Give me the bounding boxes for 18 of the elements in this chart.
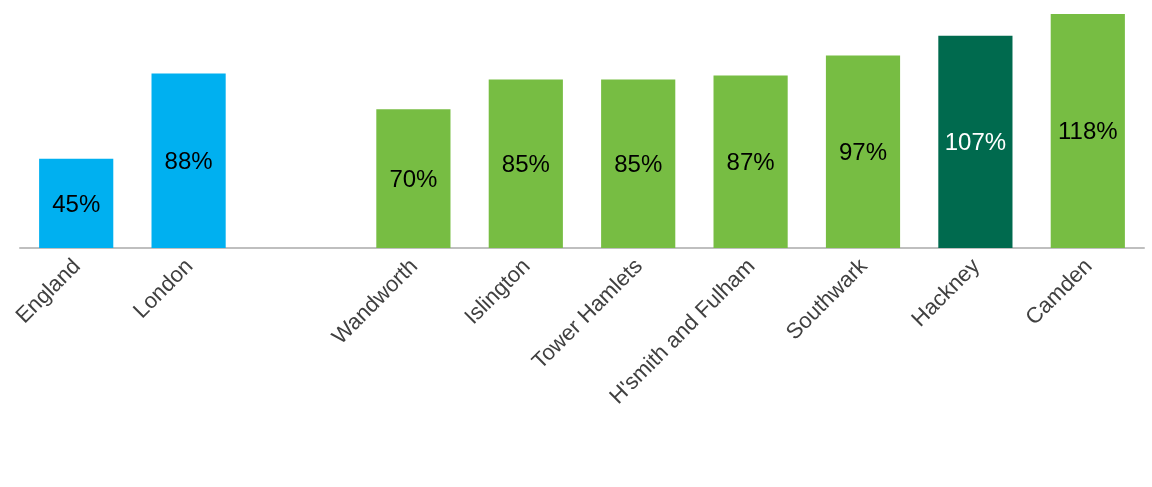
- bar: [376, 109, 451, 248]
- bar: [39, 158, 114, 248]
- data-label: 70%: [389, 165, 438, 193]
- bar: [713, 75, 788, 248]
- data-label: 97%: [838, 138, 888, 166]
- bar: [825, 55, 901, 248]
- bar: [151, 73, 226, 248]
- data-label: 88%: [164, 147, 213, 175]
- data-label: 85%: [501, 150, 550, 178]
- data-label: 45%: [52, 189, 101, 217]
- data-label: 87%: [726, 148, 775, 176]
- data-label: 107%: [944, 128, 1007, 156]
- bar: [601, 79, 676, 248]
- data-label: 85%: [614, 150, 663, 178]
- bar: [1050, 13, 1125, 248]
- bar: [938, 35, 1013, 248]
- bar: [488, 79, 563, 248]
- data-label: 118%: [1058, 117, 1118, 145]
